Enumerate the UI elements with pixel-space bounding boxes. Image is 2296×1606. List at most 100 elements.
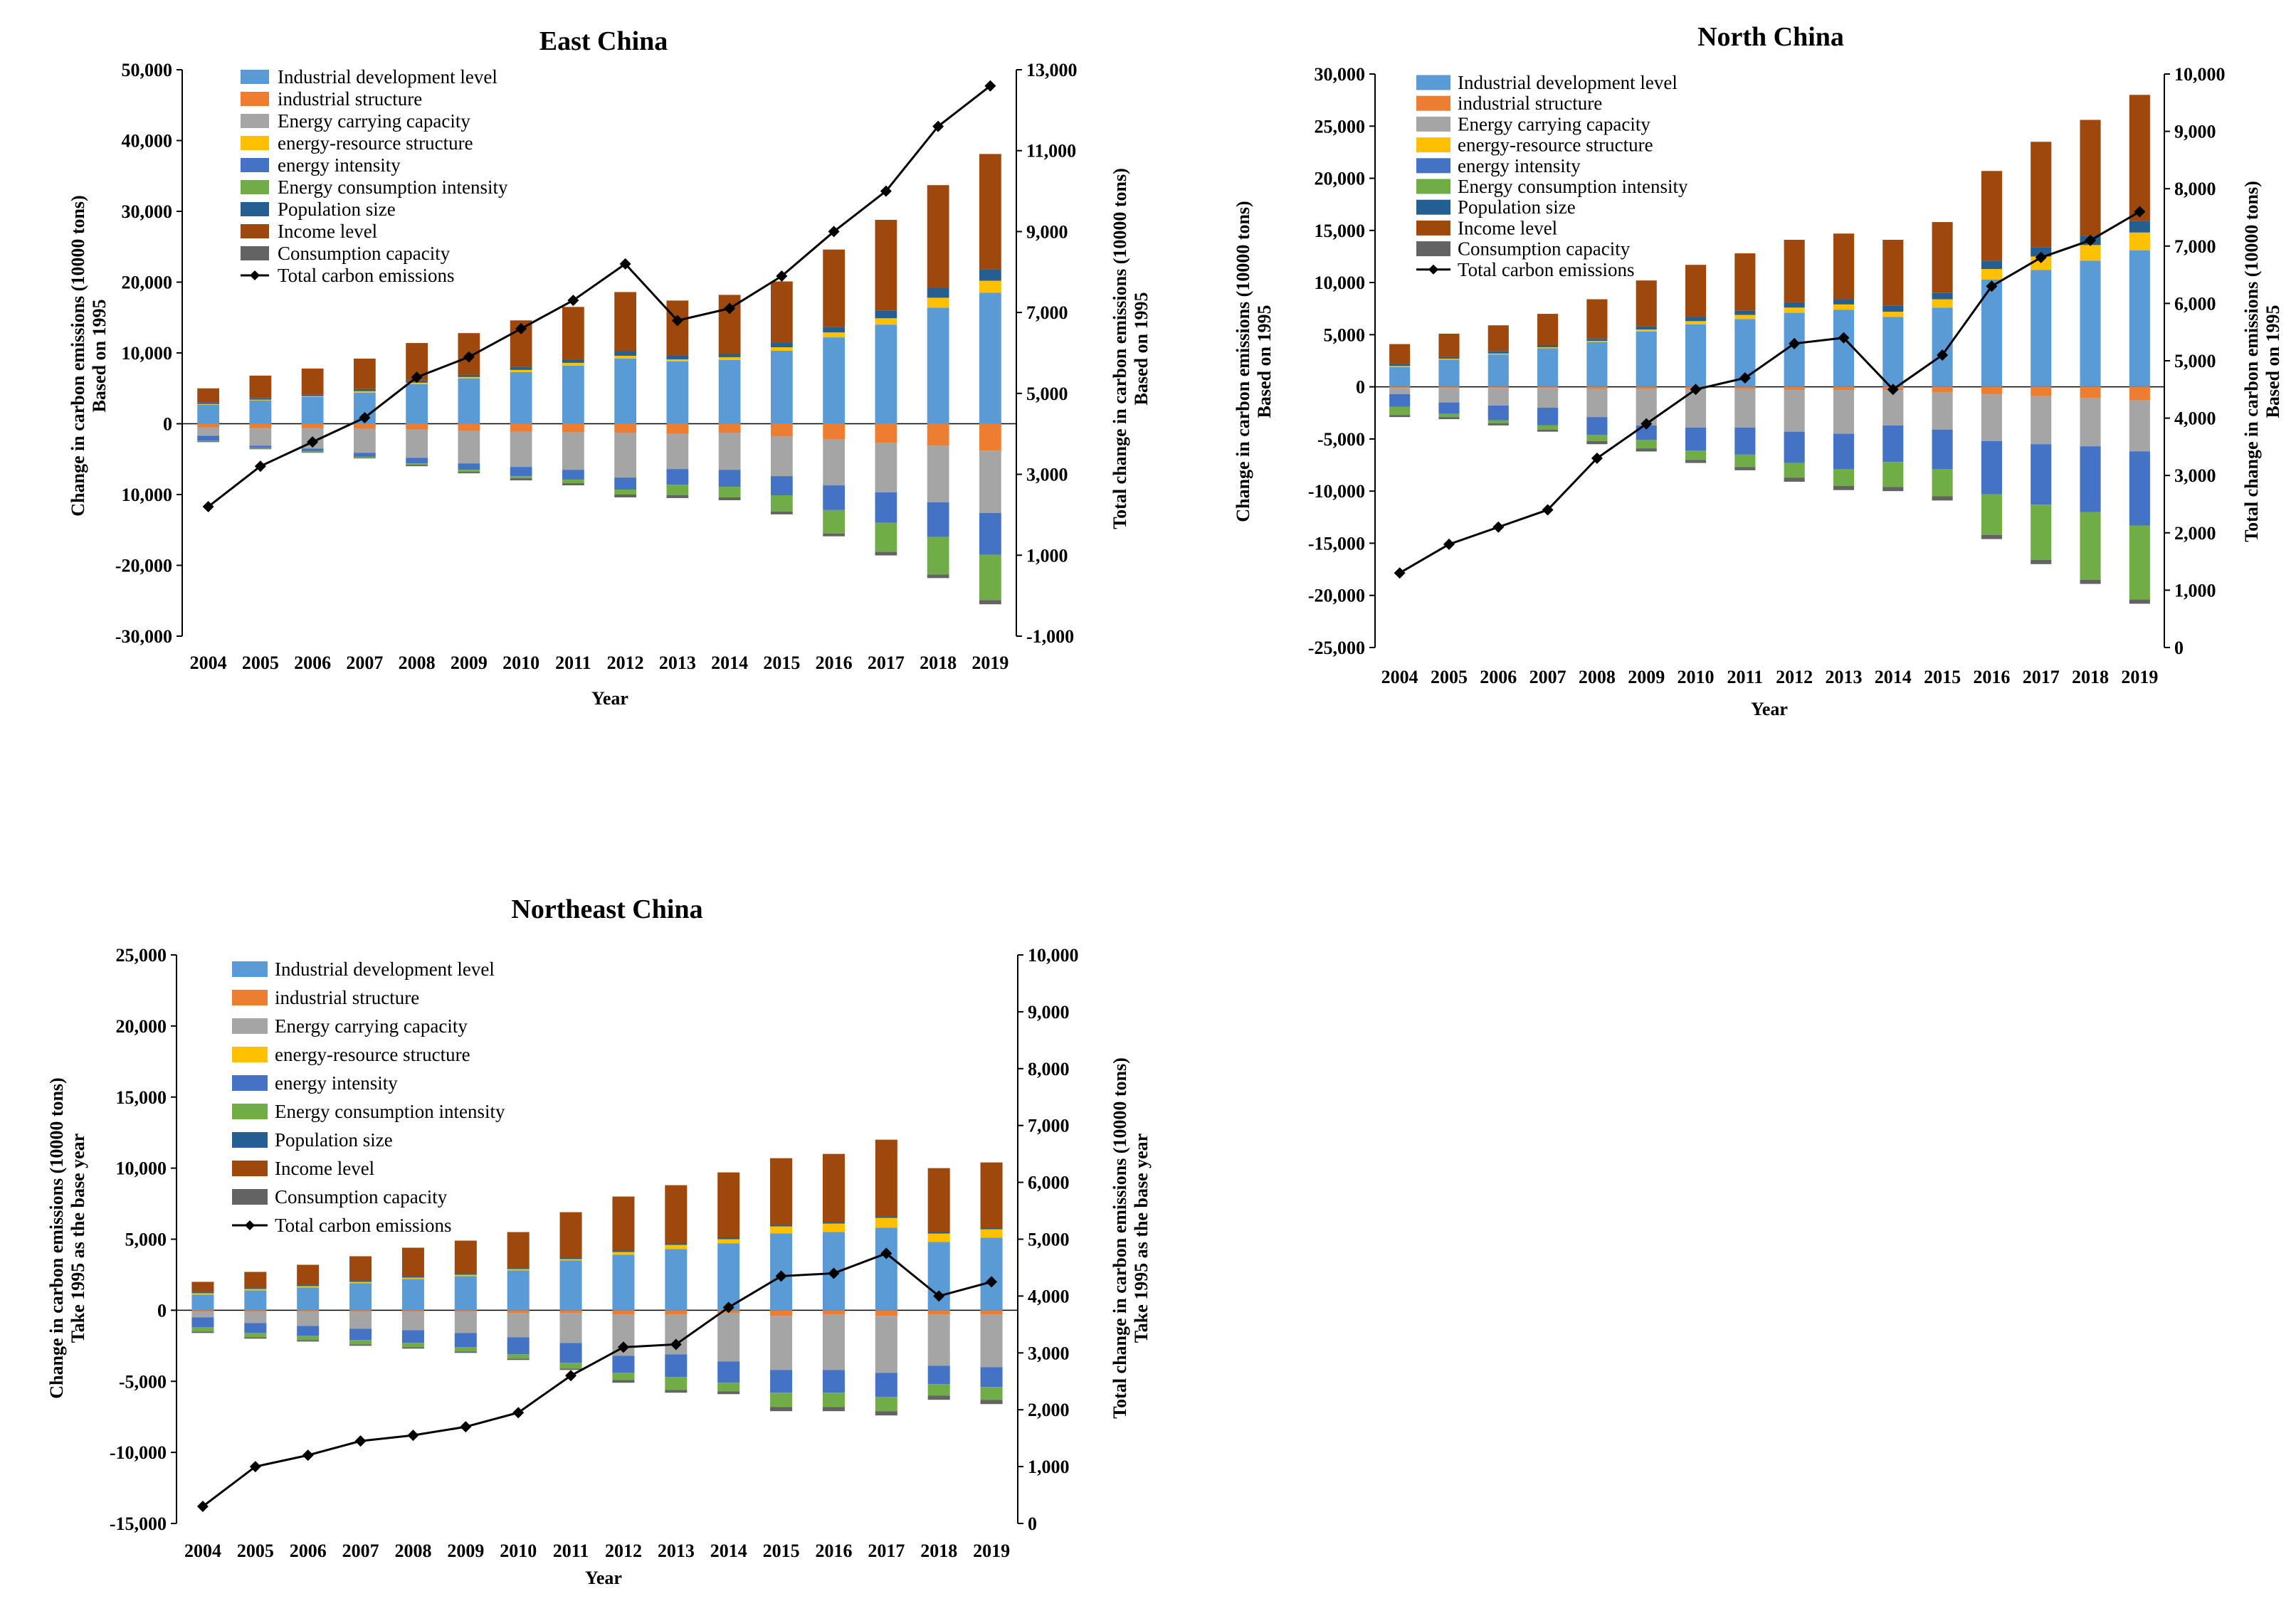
total-emissions-point	[775, 1270, 787, 1282]
bar-segment-energy-intensity	[980, 1367, 1003, 1388]
total-emissions-point	[880, 1247, 892, 1259]
bar-segment-energy-resource-structure	[717, 1239, 740, 1244]
bar-segment-energy-intensity	[458, 463, 480, 470]
total-emissions-point	[1937, 349, 1949, 361]
chart-north-china: North China -25,000 -20,000 -15,000 -10,000 -…	[1233, 22, 2283, 719]
bar-segment-population-size	[927, 1232, 950, 1234]
bar-segment-industrial-structure	[297, 1310, 320, 1312]
total-emissions-point	[828, 1267, 840, 1279]
bar-segment-energy-consumption-intensity	[1636, 440, 1657, 449]
y2-tick-label: 5,000	[2174, 351, 2216, 371]
bar-segment-energy-resource-structure	[612, 1252, 635, 1255]
y-tick-label: 5,000	[1324, 324, 1366, 345]
bar-segment-income-level	[717, 1172, 740, 1238]
y-tick-label: 10,000	[116, 1158, 167, 1179]
x-tick-label: 2006	[290, 1541, 327, 1561]
bar-segment-energy-resource-structure	[559, 1259, 582, 1261]
x-tick-label: 2010	[502, 653, 539, 673]
bar-segment-energy-consumption-intensity	[510, 476, 532, 479]
bar-segment-energy-consumption-intensity	[1833, 469, 1855, 486]
bar-segment-industrial-development-level	[2080, 260, 2101, 387]
legend-swatch	[1416, 75, 1450, 90]
total-emissions-point	[671, 315, 683, 327]
total-emissions-point	[1641, 418, 1653, 430]
bar-segment-industrial-development-level	[875, 1227, 897, 1311]
bar-segment-industrial-development-level	[349, 1283, 372, 1311]
bar-segment-population-size	[510, 366, 532, 370]
x-tick-label: 2015	[763, 653, 800, 673]
bar-segment-energy-carrying-capacity	[197, 427, 220, 436]
bar-segment-income-level	[1438, 333, 1460, 357]
bar-segment-consumption-capacity	[2031, 559, 2052, 564]
bar-segment-population-size	[401, 1276, 424, 1278]
bar-segment-population-size	[458, 374, 480, 377]
bar-segment-energy-resource-structure	[980, 1229, 1003, 1238]
bar-segment-energy-intensity	[1734, 427, 1756, 455]
chart-northeast-china: Northeast China -15,000 -10,000 -5,000 0 5,00…	[46, 894, 1152, 1588]
bar-segment-energy-consumption-intensity	[979, 554, 1001, 601]
bar-segment-energy-intensity	[1981, 440, 2002, 495]
total-emissions-point	[512, 1407, 525, 1419]
x-tick-label: 2018	[920, 1541, 957, 1561]
bar-segment-industrial-structure	[1833, 386, 1855, 391]
y2-tick-label: 6,000	[2174, 293, 2216, 314]
bar-segment-industrial-development-level	[2129, 250, 2150, 387]
legend-label: Industrial development level	[275, 958, 495, 980]
y-tick-label: 10,000	[1315, 273, 1366, 293]
chart-title: Northeast China	[511, 894, 702, 924]
x-tick-label: 2013	[658, 1541, 695, 1561]
legend-label: Energy consumption intensity	[278, 176, 508, 198]
bar-segment-energy-intensity	[401, 1330, 424, 1343]
bar-segment-energy-intensity	[510, 467, 532, 477]
bar-segment-energy-consumption-intensity	[666, 485, 689, 495]
legend-swatch	[1416, 137, 1450, 153]
bar-segment-consumption-capacity	[1389, 415, 1411, 418]
bar-segment-energy-resource-structure	[665, 1245, 688, 1250]
y2-axis-label-line: Total change in carbon emissions (10000 …	[1110, 168, 1130, 529]
bar-segment-population-size	[822, 1222, 845, 1224]
bar-segment-population-size	[875, 1216, 897, 1218]
bar-segment-industrial-development-level	[297, 1287, 320, 1311]
bar-segment-industrial-structure	[244, 1310, 267, 1312]
total-emissions-point	[986, 1276, 998, 1288]
x-tick-label: 2019	[2121, 667, 2158, 687]
bar-segment-energy-intensity	[249, 445, 272, 448]
bar-segment-consumption-capacity	[349, 1344, 372, 1346]
bar-segment-consumption-capacity	[2129, 599, 2150, 604]
bar-segment-energy-carrying-capacity	[927, 445, 949, 502]
y-axis-label-line: Take 1995 as the base year	[68, 1134, 88, 1343]
bar-segment-income-level	[614, 292, 637, 352]
legend-swatch	[232, 1132, 268, 1148]
bar-segment-energy-consumption-intensity	[980, 1387, 1003, 1400]
bar-segment-consumption-capacity	[1537, 429, 1559, 432]
bar-segment-industrial-structure	[2031, 386, 2052, 396]
legend-diamond-marker	[245, 1220, 255, 1230]
legend-label: energy intensity	[275, 1072, 398, 1094]
bar-segment-consumption-capacity	[1438, 417, 1460, 420]
bar-segment-consumption-capacity	[1932, 496, 1953, 501]
total-emissions-point	[254, 460, 266, 472]
y2-tick-label: 10,000	[1028, 945, 1079, 966]
bar-segment-energy-intensity	[1833, 433, 1855, 470]
legend-swatch	[1416, 241, 1450, 257]
bar-segment-energy-intensity	[770, 1370, 793, 1393]
bar-segment-energy-carrying-capacity	[406, 429, 428, 458]
bar-segment-industrial-structure	[612, 1310, 635, 1315]
bar-segment-energy-intensity	[979, 512, 1001, 555]
x-tick-label: 2011	[1727, 667, 1764, 687]
y-axis-label-line: Based on 1995	[1254, 305, 1275, 418]
y-tick-label: 30,000	[122, 201, 173, 222]
y-axis-label: Change in carbon emissions (10000 tons)B…	[68, 195, 110, 516]
bar-segment-energy-carrying-capacity	[875, 1316, 897, 1373]
bar-segment-population-size	[612, 1250, 635, 1252]
bar-segment-population-size	[562, 359, 584, 363]
x-tick-label: 2010	[1678, 667, 1715, 687]
bar-segment-income-level	[1734, 253, 1756, 311]
y2-axis-label-line: Based on 1995	[1131, 292, 1152, 406]
y-tick-label: -10,000	[1308, 481, 1365, 502]
bar-segment-consumption-capacity	[1685, 460, 1707, 463]
bar-segment-energy-consumption-intensity	[717, 1383, 740, 1392]
bar-segment-energy-intensity	[927, 502, 949, 537]
legend-label: Energy consumption intensity	[275, 1101, 505, 1122]
total-emissions-line	[202, 1252, 992, 1508]
